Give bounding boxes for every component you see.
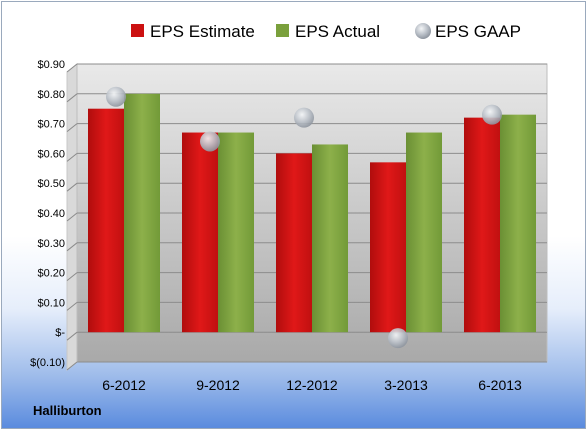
y-tick-label: $0.50 — [37, 178, 65, 190]
y-tick-label: $(0.10) — [30, 357, 65, 369]
gridline-side — [66, 93, 78, 103]
bar-eps-actual — [124, 93, 160, 333]
gridline-side — [66, 361, 78, 371]
y-tick-label: $0.90 — [37, 59, 65, 71]
bar-eps-estimate — [370, 162, 406, 333]
legend-marker — [276, 24, 289, 37]
gridline-side — [66, 272, 78, 281]
legend-label: EPS Estimate — [150, 22, 255, 41]
y-tick-label: $0.40 — [37, 208, 65, 220]
y-tick-label: $0.10 — [37, 297, 65, 309]
x-category-label: 9-2012 — [196, 377, 240, 393]
gridline-side — [66, 242, 78, 252]
gridline-side — [66, 153, 78, 162]
y-tick-label: $0.60 — [37, 148, 65, 160]
bar-eps-actual — [500, 114, 536, 333]
dot-eps-gaap — [482, 104, 502, 125]
x-category-label: 6-2012 — [102, 377, 146, 393]
dot-eps-gaap — [200, 131, 220, 152]
gridline-side — [66, 302, 78, 311]
y-tick-label: $0.80 — [37, 89, 65, 101]
company-name: Halliburton — [33, 403, 102, 418]
bar-eps-actual — [218, 132, 254, 333]
legend-marker — [131, 24, 144, 37]
gridline-side — [66, 63, 78, 73]
dot-eps-gaap — [388, 328, 408, 349]
dot-eps-gaap — [294, 107, 314, 128]
bar-eps-estimate — [464, 117, 500, 333]
bar-eps-estimate — [276, 153, 312, 333]
legend-label: EPS GAAP — [435, 22, 521, 41]
y-tick-label: $0.70 — [37, 119, 65, 131]
gridline-side — [66, 331, 78, 341]
bar-eps-actual — [406, 132, 442, 333]
y-tick-label: $- — [55, 327, 65, 339]
bar-eps-estimate — [88, 108, 124, 333]
x-category-label: 3-2013 — [384, 377, 428, 393]
dot-eps-gaap — [106, 86, 126, 107]
gridline-side — [66, 182, 78, 192]
legend-marker-gaap — [415, 23, 431, 39]
gridline-side — [66, 212, 78, 222]
y-tick-label: $0.20 — [37, 268, 65, 280]
x-category-label: 6-2013 — [478, 377, 522, 393]
gridline-side — [66, 123, 78, 132]
legend-label: EPS Actual — [295, 22, 380, 41]
x-category-label: 12-2012 — [286, 377, 338, 393]
bar-eps-actual — [312, 144, 348, 333]
y-tick-label: $0.30 — [37, 238, 65, 250]
bar-eps-estimate — [182, 132, 218, 333]
